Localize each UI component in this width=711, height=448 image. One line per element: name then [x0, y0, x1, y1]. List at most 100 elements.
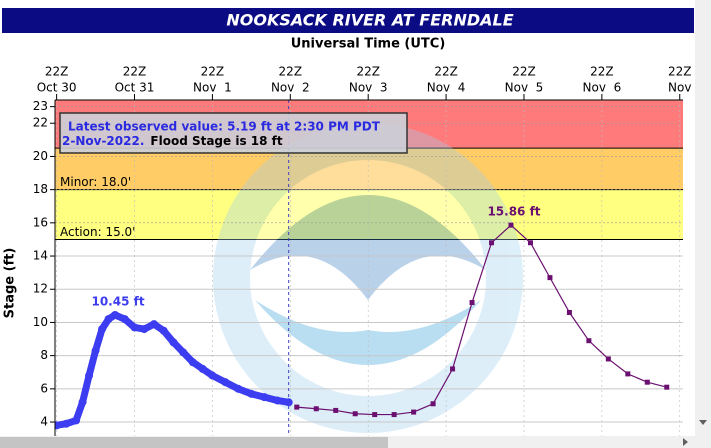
- status-date: 2-Nov-2022.: [62, 134, 144, 148]
- observed-point: [111, 310, 120, 319]
- status-line: Latest observed value: 5.19 ft at 2:30 P…: [68, 120, 381, 134]
- x-tick-label: 22Z: [590, 65, 614, 79]
- y-tick-label: 10: [33, 315, 48, 329]
- y-tick-label: 8: [40, 348, 48, 362]
- x-tick-label: 22Z: [356, 65, 380, 79]
- title-bar: [2, 8, 694, 33]
- observed-point: [221, 378, 230, 387]
- chart-title: NOOKSACK RIVER AT FERNDALE: [226, 11, 513, 30]
- x-tick-label: Nov 4: [427, 81, 466, 95]
- flood-band-label: Minor: 18.0': [60, 175, 131, 189]
- forecast-point: [391, 412, 397, 418]
- observed-point: [234, 384, 243, 393]
- y-axis-title: Stage (ft): [3, 248, 18, 319]
- x-tick-label: 22Z: [434, 65, 458, 79]
- forecast-point: [644, 379, 650, 385]
- status-line: 2-Nov-2022. Flood Stage is 18 ft: [62, 134, 283, 148]
- peak-label: 10.45 ft: [91, 294, 144, 308]
- y-tick-label: 12: [33, 282, 48, 296]
- flood-band: [55, 189, 683, 240]
- logo-inner: [250, 160, 486, 396]
- observed-point: [198, 364, 207, 373]
- forecast-point: [605, 356, 611, 362]
- forecast-point: [547, 275, 553, 281]
- x-tick-label: Oct 30: [37, 81, 77, 95]
- logo-sea: [255, 300, 481, 365]
- scroll-right-arrow[interactable]: [683, 438, 688, 446]
- x-tick-label: 22Z: [45, 65, 69, 79]
- observed-point: [104, 315, 113, 324]
- x-tick-label: Nov 6: [583, 81, 622, 95]
- y-tick-label: 23: [33, 99, 48, 113]
- flood-band-label: Action: 15.0': [60, 225, 135, 239]
- y-tick-label: 18: [33, 182, 48, 196]
- forecast-point: [411, 409, 417, 415]
- y-tick-label: 22: [33, 116, 48, 130]
- x-tick-label: Nov 3: [349, 81, 388, 95]
- observed-point: [91, 346, 100, 355]
- forecast-point: [489, 240, 495, 246]
- plot-area: Action: 15.0' Minor: 18.0' 10.45 ft 15.86 f…: [55, 100, 683, 436]
- y-tick-label: 4: [40, 415, 48, 429]
- observed-point: [98, 325, 107, 334]
- flood-band: [55, 148, 683, 190]
- x-tick-label: Oct 31: [115, 81, 155, 95]
- forecast-point: [469, 300, 475, 306]
- observed-point: [284, 398, 293, 407]
- x-tick-label: Nov 2: [271, 81, 310, 95]
- chart-subtitle: Universal Time (UTC): [291, 37, 446, 52]
- y-tick-label: 6: [40, 381, 48, 395]
- observed-point: [120, 315, 129, 324]
- forecast-point: [508, 222, 514, 228]
- scroll-down-arrow[interactable]: [699, 420, 707, 425]
- y-tick-label: 20: [33, 149, 48, 163]
- status-flood-stage: Flood Stage is 18 ft: [150, 134, 282, 148]
- forecast-point: [625, 371, 631, 377]
- forecast-line: [296, 224, 667, 416]
- observed-point: [260, 393, 269, 402]
- observed-point: [78, 398, 87, 407]
- forecast-point: [313, 406, 319, 412]
- x-tick-label: Nov 1: [193, 81, 232, 95]
- logo-bird: [250, 195, 486, 300]
- forecast-point: [294, 404, 300, 410]
- y-tick-label: 16: [33, 215, 48, 229]
- observed-point: [208, 371, 217, 380]
- observed-point: [72, 416, 81, 425]
- overlay: 4 6 8 10 12 14 16 18 20 22 23 22Z Oct 30 22Z Oct 31 22Z…: [33, 65, 692, 436]
- h-scroll-thumb[interactable]: [0, 437, 388, 448]
- x-tick-label: 22Z: [123, 65, 147, 79]
- forecast-point: [352, 411, 358, 417]
- observed-point: [247, 389, 256, 398]
- observed-point: [273, 396, 282, 405]
- forecast-point: [566, 309, 572, 315]
- x-tick-label: 22Z: [279, 65, 303, 79]
- forecast-point: [430, 401, 436, 407]
- forecast-point: [664, 384, 670, 390]
- forecast-point: [450, 366, 456, 372]
- status-box: [59, 112, 408, 154]
- observed-point: [55, 421, 61, 430]
- forecast-point: [527, 240, 533, 246]
- observed-point: [169, 338, 178, 347]
- x-tick-label: Nov: [668, 81, 691, 95]
- x-tick-label: 22Z: [201, 65, 225, 79]
- v-scrollbar[interactable]: [695, 0, 711, 448]
- forecast-point: [372, 412, 378, 418]
- observed-point: [159, 326, 168, 335]
- peak-label: 15.86 ft: [487, 205, 540, 219]
- forecast-point: [586, 338, 592, 344]
- x-tick-label: 22Z: [512, 65, 536, 79]
- observed-point: [62, 419, 71, 428]
- observed-point: [149, 320, 158, 329]
- forecast-point: [333, 407, 339, 413]
- x-tick-label: 22Z: [668, 65, 692, 79]
- observed-point: [188, 358, 197, 367]
- observed-point: [140, 325, 149, 334]
- y-tick-label: 14: [33, 249, 48, 263]
- observed-point: [85, 371, 94, 380]
- observed-point: [130, 323, 139, 332]
- x-tick-label: Nov 5: [505, 81, 544, 95]
